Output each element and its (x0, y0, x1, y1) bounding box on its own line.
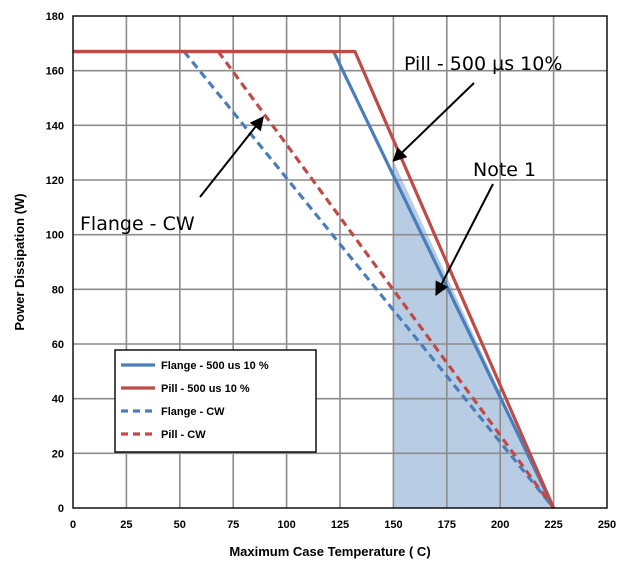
series-layer (73, 49, 556, 510)
y-tick-label: 100 (46, 230, 64, 242)
legend-label: Flange - CW (161, 406, 225, 418)
series-line (216, 50, 555, 509)
x-tick-label: 100 (277, 519, 295, 531)
legend: Flange - 500 us 10 % Pill - 500 us 10 % Fl… (114, 349, 317, 453)
y-tick-label: 0 (58, 503, 64, 515)
legend-label: Pill - 500 us 10 % (161, 383, 250, 395)
shaded-region-layer (393, 160, 554, 508)
y-tick-label: 20 (52, 448, 64, 460)
y-tick-label: 180 (46, 11, 64, 23)
x-tick-label: 75 (227, 519, 239, 531)
y-tick-label: 40 (52, 394, 64, 406)
x-tick-label: 150 (384, 519, 402, 531)
y-tick-label: 120 (46, 175, 64, 187)
x-axis-title: Maximum Case Temperature ( C) (229, 544, 430, 559)
x-tick-label: 250 (598, 519, 616, 531)
series-line (73, 49, 556, 509)
legend-label: Pill - CW (161, 429, 206, 441)
x-tick-label: 175 (438, 519, 456, 531)
legend-label: Flange - 500 us 10 % (161, 360, 269, 372)
y-axis-title: Power Dissipation (W) (12, 193, 27, 330)
y-tick-label: 60 (52, 339, 64, 351)
series-line (182, 50, 555, 510)
shaded-region (393, 160, 554, 508)
y-tick-label: 140 (46, 120, 64, 132)
annotation-layer: Pill - 500 µs 10% Note 1 Flange - CW (80, 53, 562, 297)
annotation-label: Pill - 500 µs 10% (404, 53, 562, 75)
annotation-label: Note 1 (473, 159, 536, 181)
axis-layer: 0 25 50 75 100 125 150 175 200 225 250 0 20 40 60 80 100… (12, 11, 616, 559)
x-tick-label: 125 (331, 519, 349, 531)
annotation-label: Flange - CW (80, 213, 195, 235)
y-tick-label: 80 (52, 284, 64, 296)
plot-frame (72, 15, 608, 509)
annotation-arrow (199, 116, 264, 198)
annotation-arrow (392, 82, 475, 162)
x-tick-label: 200 (491, 519, 509, 531)
x-tick-label: 50 (174, 519, 186, 531)
x-tick-label: 25 (120, 519, 132, 531)
annotation-arrow (435, 183, 494, 297)
x-tick-label: 225 (544, 519, 562, 531)
y-tick-label: 160 (46, 66, 64, 78)
x-tick-label: 0 (70, 519, 76, 531)
